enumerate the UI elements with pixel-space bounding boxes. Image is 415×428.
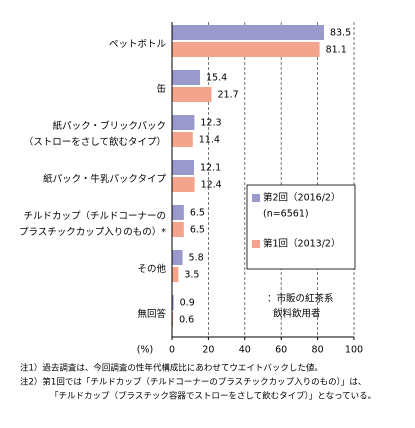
value-label: 12.1 (200, 163, 221, 174)
bar (172, 87, 212, 102)
y-tick-label: プラスチックカップ入りのもの）* (19, 226, 166, 238)
y-tick-label: 紙パック・ブリックパック (53, 120, 166, 132)
value-label: 5.8 (189, 253, 204, 264)
y-tick-label: 缶 (156, 83, 166, 95)
footnote: 注2）第1回では「チルドカップ（チルドコーナーのプラスチックカップ入りのもの）」… (20, 377, 366, 388)
value-label: 12.4 (201, 180, 222, 191)
annotation: ：市販の紅茶系 (267, 293, 334, 305)
x-tick-label: 40 (239, 345, 251, 356)
value-label: 11.4 (199, 135, 220, 146)
x-tick-label: 60 (275, 345, 287, 356)
footnote: 注1）過去調査は、今回調査の性年代構成比にあわせてウエイトバックした値。 (20, 363, 323, 374)
y-tick-label: 無回答 (137, 308, 166, 320)
value-label: 83.5 (330, 28, 351, 39)
bar (172, 250, 183, 265)
y-tick-label: 紙パック・牛乳パックタイプ (43, 173, 166, 185)
bar (172, 267, 179, 282)
y-tick-label: チルドカップ（チルドコーナーの (23, 210, 166, 222)
value-label: 0.6 (179, 315, 194, 326)
value-label: 21.7 (217, 90, 238, 101)
bar (172, 177, 195, 192)
value-label: 81.1 (326, 45, 347, 56)
x-tick-label: 0 (169, 345, 175, 356)
bar (172, 160, 195, 175)
value-label: 15.4 (206, 73, 227, 84)
annotation: 飲料飲用者 (273, 308, 321, 320)
y-tick-label: その他 (137, 263, 166, 275)
legend-label: 第2回（2016/2） (263, 192, 340, 204)
value-label: 3.5 (184, 270, 199, 281)
value-label: 6.5 (190, 208, 205, 219)
value-label: 0.9 (180, 298, 195, 309)
x-tick-label: 80 (312, 345, 324, 356)
bar (172, 205, 184, 220)
bar (172, 70, 201, 85)
x-axis-label: (%) (137, 345, 153, 356)
legend-swatch (252, 194, 260, 202)
y-tick-label: ペットボトル (109, 39, 167, 50)
bar (172, 132, 193, 147)
legend-note: (n=6561) (263, 209, 309, 220)
x-tick-label: 20 (202, 345, 214, 356)
x-tick-label: 100 (345, 345, 363, 356)
bar (172, 25, 324, 40)
legend-box (246, 184, 356, 270)
footnote: 「チルドカップ（プラスチック容器でストローをさして飲むタイプ）」となっている。 (50, 391, 376, 402)
bar (172, 115, 195, 130)
bar (172, 295, 174, 310)
bar (172, 222, 184, 237)
bar (172, 42, 320, 57)
y-tick-label: （ストローをさして飲むタイプ） (24, 136, 166, 148)
legend-swatch (252, 240, 260, 248)
value-label: 6.5 (190, 225, 205, 236)
value-label: 12.3 (200, 118, 221, 129)
bar (172, 312, 174, 327)
legend-label: 第1回（2013/2） (263, 238, 340, 250)
